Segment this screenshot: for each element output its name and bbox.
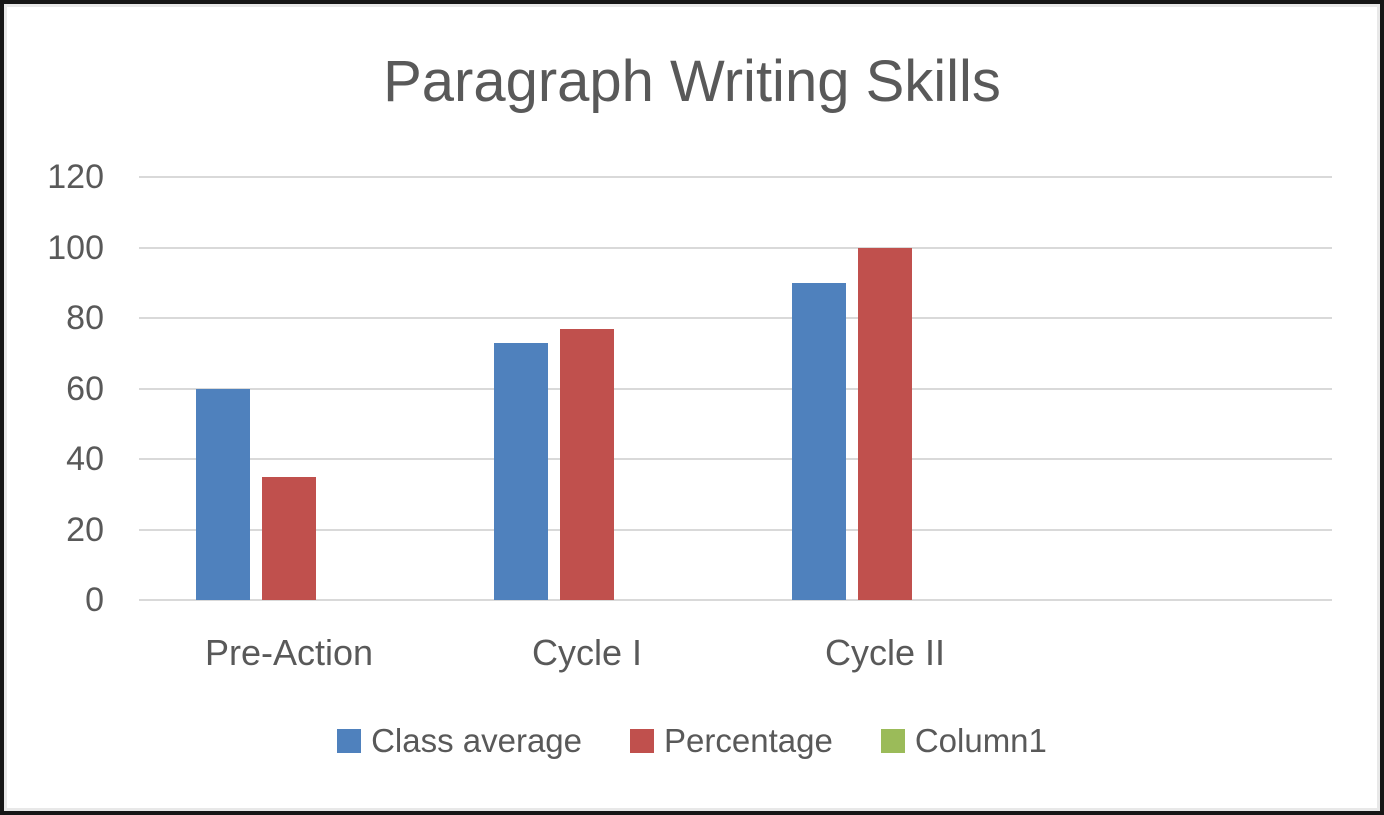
legend-label-column1: Column1 xyxy=(914,722,1047,759)
y-tick-label-40: 40 xyxy=(66,440,104,478)
legend-label-class-average: Class average xyxy=(371,722,583,759)
legend-item-class-average: Class average xyxy=(337,722,582,760)
bar-percentage-cycle-i xyxy=(560,328,614,600)
legend-label-percentage: Percentage xyxy=(664,722,833,759)
bar-class-average-pre-action xyxy=(196,388,250,600)
bar-class-average-cycle-ii xyxy=(792,282,846,600)
gridline-20 xyxy=(139,528,1332,531)
gridline-80 xyxy=(139,317,1332,319)
gridline-120 xyxy=(139,176,1332,178)
legend-swatch-percentage xyxy=(630,729,655,753)
bar-class-average-cycle-i xyxy=(494,342,548,600)
x-category-label-cycle-i: Cycle I xyxy=(531,632,643,673)
bar-percentage-cycle-ii xyxy=(858,247,912,600)
y-tick-label-60: 60 xyxy=(66,369,104,408)
x-category-label-cycle-ii: Cycle II xyxy=(824,632,946,673)
y-tick-label-80: 80 xyxy=(66,299,104,337)
gridline-60 xyxy=(139,387,1332,390)
y-tick-label-20: 20 xyxy=(66,510,104,549)
legend-item-column1: Column1 xyxy=(880,722,1047,760)
legend: Class average Percentage Column1 xyxy=(4,722,1380,760)
gridline-0 xyxy=(139,599,1332,601)
y-tick-label-0: 0 xyxy=(85,581,104,619)
y-tick-label-100: 100 xyxy=(47,228,104,267)
y-tick-label-120: 120 xyxy=(47,158,104,196)
chart-title: Paragraph Writing Skills xyxy=(383,49,1001,114)
gridline-40 xyxy=(139,458,1332,460)
legend-swatch-class-average xyxy=(337,729,362,753)
legend-swatch-column1 xyxy=(880,729,905,753)
legend-item-percentage: Percentage xyxy=(630,722,833,760)
bar-percentage-pre-action xyxy=(262,476,316,600)
gridline-100 xyxy=(139,246,1332,249)
x-category-label-pre-action: Pre-Action xyxy=(204,632,374,673)
